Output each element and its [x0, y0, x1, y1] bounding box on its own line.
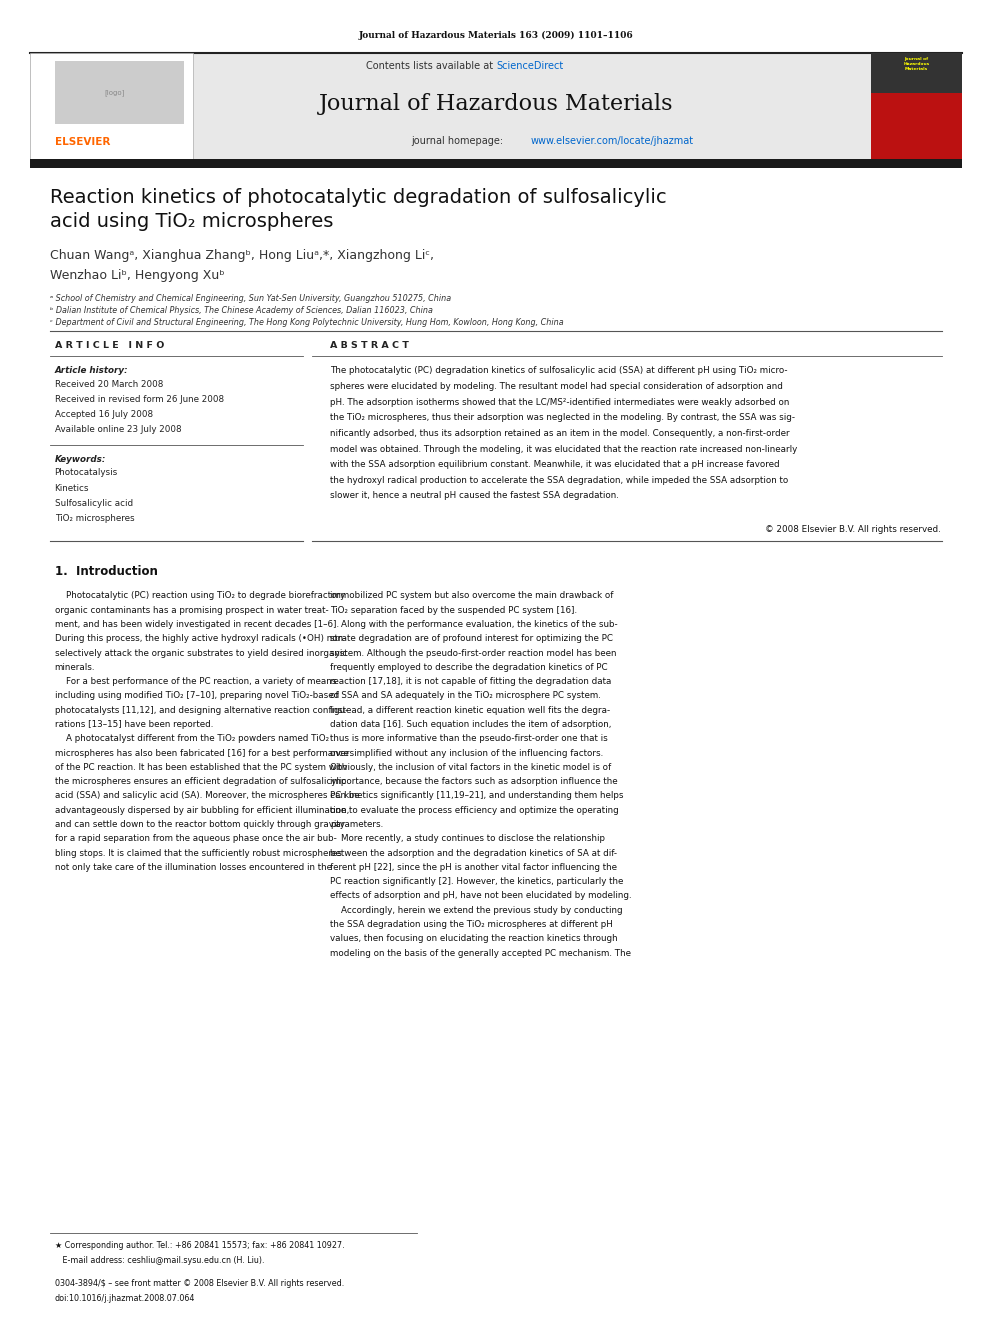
- Text: Photocatalytic (PC) reaction using TiO₂ to degrade biorefractory: Photocatalytic (PC) reaction using TiO₂ …: [55, 591, 345, 601]
- Text: the TiO₂ microspheres, thus their adsorption was neglected in the modeling. By c: the TiO₂ microspheres, thus their adsorp…: [330, 413, 796, 422]
- Text: modeling on the basis of the generally accepted PC mechanism. The: modeling on the basis of the generally a…: [330, 949, 631, 958]
- Text: During this process, the highly active hydroxyl radicals (•OH) non-: During this process, the highly active h…: [55, 634, 346, 643]
- Text: More recently, a study continues to disclose the relationship: More recently, a study continues to disc…: [330, 835, 605, 843]
- Text: ★ Corresponding author. Tel.: +86 20841 15573; fax: +86 20841 10927.: ★ Corresponding author. Tel.: +86 20841 …: [55, 1241, 344, 1250]
- Bar: [30, 159, 962, 168]
- Bar: [30, 53, 193, 159]
- Text: ᵃ School of Chemistry and Chemical Engineering, Sun Yat-Sen University, Guangzho: ᵃ School of Chemistry and Chemical Engin…: [50, 294, 450, 303]
- Text: Journal of Hazardous Materials 163 (2009) 1101–1106: Journal of Hazardous Materials 163 (2009…: [359, 30, 633, 40]
- Text: thus is more informative than the pseudo-first-order one that is: thus is more informative than the pseudo…: [330, 734, 608, 744]
- Text: one to evaluate the process efficiency and optimize the operating: one to evaluate the process efficiency a…: [330, 806, 619, 815]
- Text: Reaction kinetics of photocatalytic degradation of sulfosalicylic: Reaction kinetics of photocatalytic degr…: [50, 188, 667, 206]
- Text: acid (SSA) and salicylic acid (SA). Moreover, the microspheres can be: acid (SSA) and salicylic acid (SA). More…: [55, 791, 359, 800]
- Text: of SSA and SA adequately in the TiO₂ microsphere PC system.: of SSA and SA adequately in the TiO₂ mic…: [330, 692, 601, 700]
- Text: Kinetics: Kinetics: [55, 483, 89, 492]
- Text: TiO₂ microspheres: TiO₂ microspheres: [55, 513, 134, 523]
- Text: Keywords:: Keywords:: [55, 455, 106, 464]
- Text: frequently employed to describe the degradation kinetics of PC: frequently employed to describe the degr…: [330, 663, 608, 672]
- Text: Accepted 16 July 2008: Accepted 16 July 2008: [55, 410, 153, 419]
- Text: A photocatalyst different from the TiO₂ powders named TiO₂: A photocatalyst different from the TiO₂ …: [55, 734, 328, 744]
- Text: effects of adsorption and pH, have not been elucidated by modeling.: effects of adsorption and pH, have not b…: [330, 892, 632, 901]
- Text: Along with the performance evaluation, the kinetics of the sub-: Along with the performance evaluation, t…: [330, 620, 618, 628]
- Bar: [55, 61, 184, 124]
- Text: reaction [17,18], it is not capable of fitting the degradation data: reaction [17,18], it is not capable of f…: [330, 677, 612, 687]
- Text: bling stops. It is claimed that the sufficiently robust microspheres: bling stops. It is claimed that the suff…: [55, 848, 341, 857]
- Text: oversimplified without any inclusion of the influencing factors.: oversimplified without any inclusion of …: [330, 749, 603, 758]
- Text: A R T I C L E   I N F O: A R T I C L E I N F O: [55, 341, 164, 351]
- Text: ment, and has been widely investigated in recent decades [1–6].: ment, and has been widely investigated i…: [55, 620, 338, 628]
- Text: Chuan Wangᵃ, Xianghua Zhangᵇ, Hong Liuᵃ,*, Xiangzhong Liᶜ,: Chuan Wangᵃ, Xianghua Zhangᵇ, Hong Liuᵃ,…: [50, 249, 434, 262]
- Text: Photocatalysis: Photocatalysis: [55, 468, 118, 478]
- Text: system. Although the pseudo-first-order reaction model has been: system. Although the pseudo-first-order …: [330, 648, 617, 658]
- Text: Wenzhao Liᵇ, Hengyong Xuᵇ: Wenzhao Liᵇ, Hengyong Xuᵇ: [50, 269, 224, 282]
- Text: PC kinetics significantly [11,19–21], and understanding them helps: PC kinetics significantly [11,19–21], an…: [330, 791, 624, 800]
- Text: journal homepage:: journal homepage:: [412, 135, 507, 146]
- Text: not only take care of the illumination losses encountered in the: not only take care of the illumination l…: [55, 863, 331, 872]
- Text: immobilized PC system but also overcome the main drawback of: immobilized PC system but also overcome …: [330, 591, 614, 601]
- Text: pH. The adsorption isotherms showed that the LC/MS²-identified intermediates wer: pH. The adsorption isotherms showed that…: [330, 398, 790, 406]
- Text: For a best performance of the PC reaction, a variety of means: For a best performance of the PC reactio…: [55, 677, 336, 687]
- Text: and can settle down to the reactor bottom quickly through gravity: and can settle down to the reactor botto…: [55, 820, 344, 830]
- Text: doi:10.1016/j.jhazmat.2008.07.064: doi:10.1016/j.jhazmat.2008.07.064: [55, 1294, 195, 1303]
- Text: Accordingly, herein we extend the previous study by conducting: Accordingly, herein we extend the previo…: [330, 906, 623, 914]
- Text: Received 20 March 2008: Received 20 March 2008: [55, 380, 163, 389]
- Bar: [871, 53, 962, 93]
- Text: microspheres has also been fabricated [16] for a best performance: microspheres has also been fabricated [1…: [55, 749, 348, 758]
- Text: Instead, a different reaction kinetic equation well fits the degra-: Instead, a different reaction kinetic eq…: [330, 705, 610, 714]
- Text: © 2008 Elsevier B.V. All rights reserved.: © 2008 Elsevier B.V. All rights reserved…: [765, 525, 940, 534]
- Text: slower it, hence a neutral pH caused the fastest SSA degradation.: slower it, hence a neutral pH caused the…: [330, 491, 619, 500]
- Text: Available online 23 July 2008: Available online 23 July 2008: [55, 426, 182, 434]
- Text: ELSEVIER: ELSEVIER: [55, 136, 110, 147]
- Text: dation data [16]. Such equation includes the item of adsorption,: dation data [16]. Such equation includes…: [330, 720, 612, 729]
- Text: A B S T R A C T: A B S T R A C T: [330, 341, 410, 351]
- Text: values, then focusing on elucidating the reaction kinetics through: values, then focusing on elucidating the…: [330, 934, 618, 943]
- Text: the SSA degradation using the TiO₂ microspheres at different pH: the SSA degradation using the TiO₂ micro…: [330, 919, 613, 929]
- Text: the hydroxyl radical production to accelerate the SSA degradation, while impeded: the hydroxyl radical production to accel…: [330, 476, 789, 484]
- Text: strate degradation are of profound interest for optimizing the PC: strate degradation are of profound inter…: [330, 634, 613, 643]
- Text: rations [13–15] have been reported.: rations [13–15] have been reported.: [55, 720, 213, 729]
- Text: advantageously dispersed by air bubbling for efficient illumination,: advantageously dispersed by air bubbling…: [55, 806, 349, 815]
- Text: Article history:: Article history:: [55, 366, 128, 376]
- Bar: [30, 53, 962, 159]
- Text: parameters.: parameters.: [330, 820, 384, 830]
- Text: between the adsorption and the degradation kinetics of SA at dif-: between the adsorption and the degradati…: [330, 848, 617, 857]
- Text: including using modified TiO₂ [7–10], preparing novel TiO₂-based: including using modified TiO₂ [7–10], pr…: [55, 692, 339, 700]
- Text: ᵇ Dalian Institute of Chemical Physics, The Chinese Academy of Sciences, Dalian : ᵇ Dalian Institute of Chemical Physics, …: [50, 306, 433, 315]
- Text: PC reaction significantly [2]. However, the kinetics, particularly the: PC reaction significantly [2]. However, …: [330, 877, 624, 886]
- Bar: [871, 53, 962, 159]
- Text: the microspheres ensures an efficient degradation of sulfosalicylic: the microspheres ensures an efficient de…: [55, 777, 346, 786]
- Text: Contents lists available at: Contents lists available at: [366, 61, 496, 71]
- Text: Journal of Hazardous Materials: Journal of Hazardous Materials: [318, 93, 674, 115]
- Text: Obviously, the inclusion of vital factors in the kinetic model is of: Obviously, the inclusion of vital factor…: [330, 763, 611, 771]
- Text: model was obtained. Through the modeling, it was elucidated that the reaction ra: model was obtained. Through the modeling…: [330, 445, 798, 454]
- Text: with the SSA adsorption equilibrium constant. Meanwhile, it was elucidated that : with the SSA adsorption equilibrium cons…: [330, 460, 780, 470]
- Text: www.elsevier.com/locate/jhazmat: www.elsevier.com/locate/jhazmat: [531, 135, 693, 146]
- Text: The photocatalytic (PC) degradation kinetics of sulfosalicylic acid (SSA) at dif: The photocatalytic (PC) degradation kine…: [330, 366, 788, 376]
- Text: importance, because the factors such as adsorption influence the: importance, because the factors such as …: [330, 777, 618, 786]
- Text: Sulfosalicylic acid: Sulfosalicylic acid: [55, 499, 133, 508]
- Text: TiO₂ separation faced by the suspended PC system [16].: TiO₂ separation faced by the suspended P…: [330, 606, 577, 615]
- Text: nificantly adsorbed, thus its adsorption retained as an item in the model. Conse: nificantly adsorbed, thus its adsorption…: [330, 429, 790, 438]
- Text: Journal of
Hazardous
Materials: Journal of Hazardous Materials: [904, 57, 930, 70]
- Text: minerals.: minerals.: [55, 663, 95, 672]
- Text: E-mail address: ceshliu@mail.sysu.edu.cn (H. Liu).: E-mail address: ceshliu@mail.sysu.edu.cn…: [55, 1256, 264, 1265]
- Text: for a rapid separation from the aqueous phase once the air bub-: for a rapid separation from the aqueous …: [55, 835, 336, 843]
- Text: Received in revised form 26 June 2008: Received in revised form 26 June 2008: [55, 394, 223, 404]
- Text: of the PC reaction. It has been established that the PC system with: of the PC reaction. It has been establis…: [55, 763, 347, 771]
- Text: ᶜ Department of Civil and Structural Engineering, The Hong Kong Polytechnic Univ: ᶜ Department of Civil and Structural Eng…: [50, 318, 563, 327]
- Text: 1.  Introduction: 1. Introduction: [55, 565, 158, 578]
- Text: photocatalysts [11,12], and designing alternative reaction configu-: photocatalysts [11,12], and designing al…: [55, 705, 348, 714]
- Text: selectively attack the organic substrates to yield desired inorganic: selectively attack the organic substrate…: [55, 648, 347, 658]
- Text: ScienceDirect: ScienceDirect: [496, 61, 563, 71]
- Text: 0304-3894/$ – see front matter © 2008 Elsevier B.V. All rights reserved.: 0304-3894/$ – see front matter © 2008 El…: [55, 1279, 344, 1289]
- Text: acid using TiO₂ microspheres: acid using TiO₂ microspheres: [50, 212, 333, 230]
- Text: [logo]: [logo]: [104, 89, 124, 97]
- Text: organic contaminants has a promising prospect in water treat-: organic contaminants has a promising pro…: [55, 606, 328, 615]
- Text: ferent pH [22], since the pH is another vital factor influencing the: ferent pH [22], since the pH is another …: [330, 863, 617, 872]
- Text: spheres were elucidated by modeling. The resultant model had special considerati: spheres were elucidated by modeling. The…: [330, 382, 784, 392]
